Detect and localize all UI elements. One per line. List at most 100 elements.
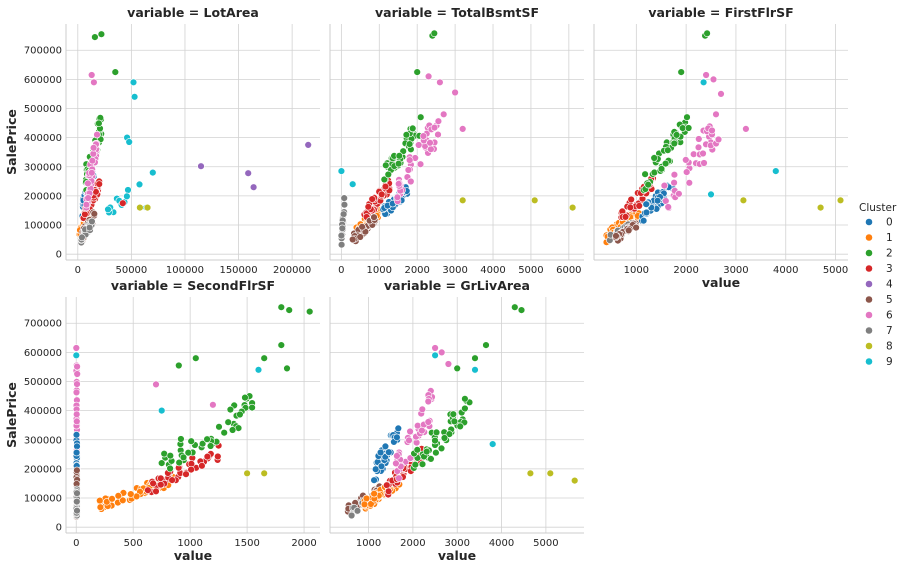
point-cluster-7: [347, 511, 356, 520]
point-cluster-5: [356, 233, 364, 241]
point-cluster-5: [632, 223, 640, 232]
point-cluster-2: [437, 444, 446, 453]
legend: Cluster 0 1 2 3 4 5 6 7 8 9: [859, 202, 897, 368]
point-cluster-2: [411, 461, 419, 469]
x-tick-label: 50000: [115, 265, 147, 276]
legend-label-8: 8: [886, 341, 893, 353]
point-cluster-1: [96, 503, 105, 511]
point-cluster-8: [143, 203, 152, 212]
point-cluster-3: [384, 487, 393, 495]
point-cluster-2: [260, 354, 268, 362]
point-cluster-6: [709, 75, 718, 84]
y-tick-label: 300000: [24, 435, 62, 446]
point-cluster-1: [108, 495, 116, 503]
point-cluster-7: [337, 241, 346, 249]
legend-marker-6: [865, 311, 873, 319]
y-tick-label: 0: [56, 523, 62, 534]
point-cluster-8: [739, 196, 748, 205]
y-axis-label: SalePrice: [4, 109, 19, 175]
point-cluster-3: [635, 202, 643, 210]
point-cluster-4: [304, 141, 312, 149]
point-cluster-2: [661, 159, 670, 168]
point-cluster-2: [684, 124, 693, 132]
point-cluster-3: [81, 210, 89, 219]
point-cluster-2: [672, 131, 681, 139]
point-cluster-3: [198, 462, 206, 470]
point-cluster-2: [384, 170, 392, 179]
point-cluster-2: [206, 442, 215, 450]
point-cluster-2: [285, 306, 293, 314]
point-cluster-6: [93, 131, 101, 139]
x-tick-label: 1000: [177, 538, 202, 549]
point-cluster-2: [228, 426, 237, 434]
legend-marker-8: [865, 342, 873, 350]
point-cluster-2: [511, 303, 519, 311]
y-tick-label: 200000: [24, 191, 62, 202]
legend-marker-0: [865, 218, 873, 226]
point-cluster-7: [339, 210, 348, 218]
x-tick-label: 2000: [400, 538, 425, 549]
x-tick-label: 3000: [444, 538, 469, 549]
point-cluster-8: [546, 469, 554, 477]
y-tick-label: 600000: [24, 348, 62, 359]
point-cluster-2: [203, 435, 211, 443]
point-cluster-0: [653, 197, 662, 205]
point-cluster-6: [430, 123, 439, 132]
legend-label-3: 3: [886, 263, 893, 275]
point-cluster-4: [197, 162, 205, 170]
point-cluster-6: [670, 179, 678, 187]
point-cluster-3: [621, 213, 630, 221]
x-axis-label: value: [174, 548, 212, 563]
point-cluster-6: [89, 144, 98, 152]
x-tick-label: 0: [75, 265, 81, 276]
point-cluster-3: [368, 195, 376, 203]
x-tick-label: 500: [124, 538, 143, 549]
legend-marker-5: [865, 295, 873, 304]
legend-marker-2: [865, 249, 873, 257]
x-tick-label: 5000: [533, 538, 558, 549]
point-cluster-2: [456, 422, 464, 431]
point-cluster-6: [670, 171, 679, 179]
point-cluster-6: [73, 370, 81, 378]
y-tick-label: 500000: [24, 104, 62, 115]
point-cluster-6: [87, 71, 96, 79]
point-cluster-7: [73, 489, 81, 497]
point-cluster-2: [179, 453, 188, 462]
point-cluster-3: [203, 452, 212, 461]
point-cluster-1: [114, 492, 123, 500]
legend-label-1: 1: [886, 232, 893, 244]
x-tick-label: 2000: [404, 265, 429, 276]
point-cluster-6: [90, 78, 98, 87]
point-cluster-2: [657, 165, 666, 173]
point-cluster-2: [306, 307, 314, 316]
point-cluster-2: [450, 417, 459, 426]
x-tick-label: 6000: [556, 265, 581, 276]
point-cluster-6: [395, 180, 403, 188]
point-cluster-6: [699, 149, 707, 158]
x-axis-label: value: [438, 548, 476, 563]
point-cluster-2: [158, 459, 166, 467]
x-tick-label: 4000: [489, 538, 514, 549]
point-cluster-3: [168, 476, 176, 484]
point-cluster-2: [427, 455, 435, 463]
point-cluster-5: [358, 223, 366, 231]
point-cluster-7: [73, 507, 81, 515]
point-cluster-2: [177, 435, 185, 443]
y-tick-label: 0: [56, 250, 62, 261]
point-cluster-2: [413, 446, 421, 454]
facet-panel-LotArea: variable = LotArea 0 50000 100000 150000 2000…: [4, 5, 320, 276]
point-cluster-8: [136, 203, 144, 212]
x-tick-label: 5000: [823, 265, 848, 276]
point-cluster-0: [642, 200, 650, 208]
point-cluster-6: [424, 72, 433, 81]
legend-marker-7: [865, 326, 873, 335]
point-cluster-3: [144, 486, 152, 494]
point-cluster-6: [438, 348, 446, 357]
point-cluster-2: [91, 33, 99, 41]
point-cluster-3: [95, 180, 103, 188]
x-tick-label: 3000: [442, 265, 467, 276]
x-tick-label: 2000: [291, 538, 316, 549]
y-tick-label: 700000: [24, 46, 62, 57]
point-cluster-2: [283, 364, 291, 373]
point-cluster-2: [236, 410, 244, 419]
